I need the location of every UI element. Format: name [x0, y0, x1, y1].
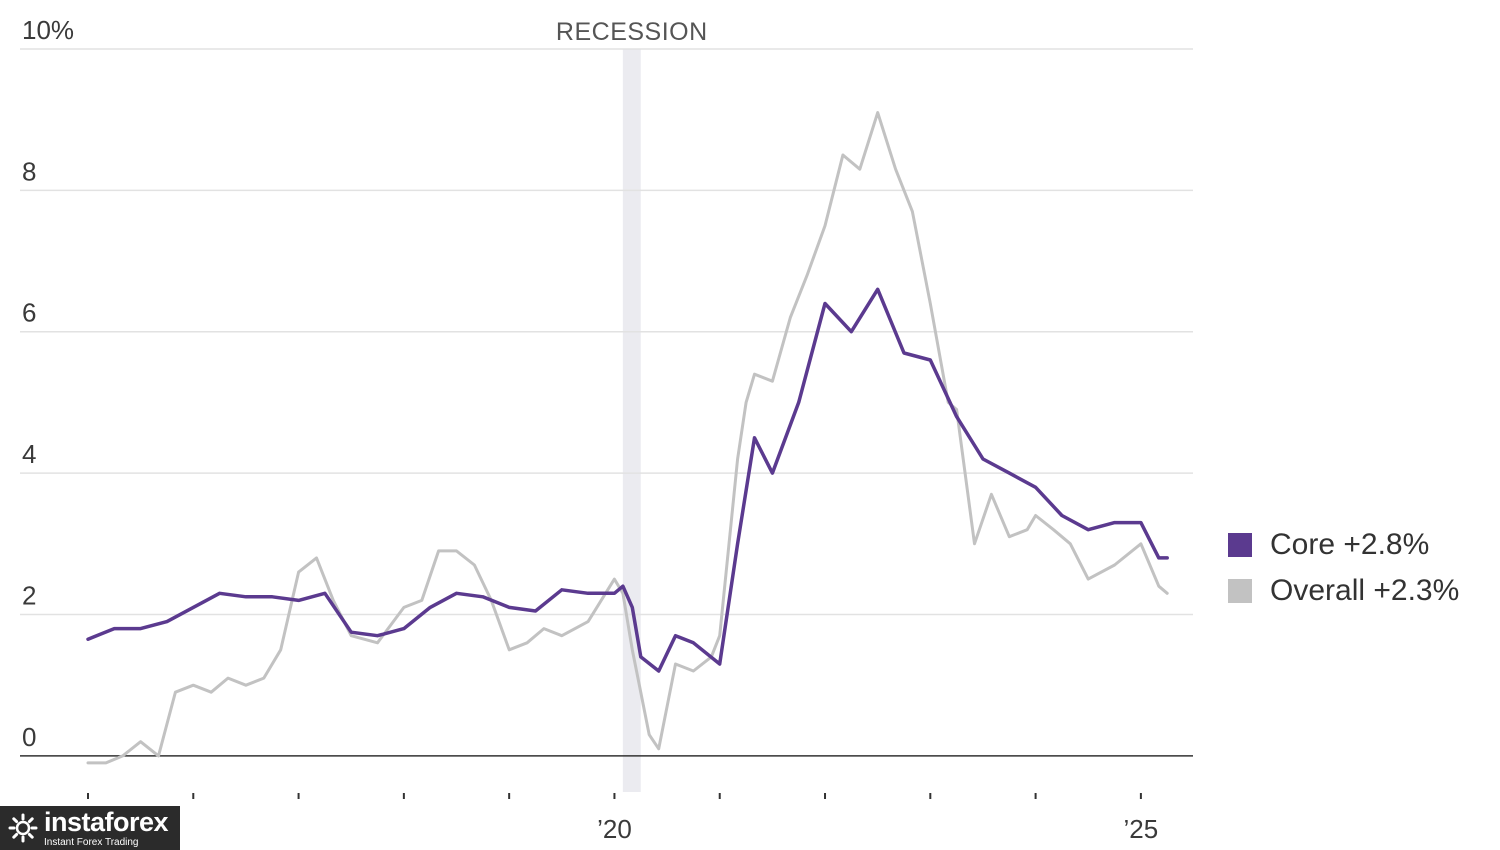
y-tick-label: 0: [22, 722, 36, 752]
watermark-brand: instaforex: [44, 806, 169, 837]
y-tick-label: 2: [22, 580, 36, 610]
y-tick-label: 4: [22, 439, 36, 469]
recession-band-layer: RECESSION: [556, 18, 708, 792]
y-tick-label: 6: [22, 298, 36, 328]
instaforex-logo-icon: [8, 813, 38, 843]
gridlines: [20, 48, 1193, 616]
legend-swatch-core: [1228, 533, 1252, 557]
legend-item-overall: Overall +2.3%: [1228, 568, 1459, 614]
x-tick-labels: ’20 ’25: [597, 814, 1158, 844]
series-line-overall: [86, 111, 1169, 765]
legend-label-core: Core +2.8%: [1270, 528, 1430, 561]
x-tick-label: ’25: [1124, 814, 1159, 844]
y-tick-labels: 0 2 4 6 8 10%: [22, 15, 74, 752]
series-line-core: [86, 287, 1169, 673]
recession-band: [622, 49, 641, 792]
watermark-logo: instaforex Instant Forex Trading: [0, 806, 180, 850]
legend-label-overall: Overall +2.3%: [1270, 574, 1460, 607]
series-lines: [86, 111, 1169, 765]
y-tick-label: 10%: [22, 15, 74, 45]
legend-swatch-overall: [1228, 579, 1252, 603]
y-tick-label: 8: [22, 156, 36, 186]
x-tick-label: ’20: [597, 814, 632, 844]
legend: Core +2.8% Overall +2.3%: [1228, 522, 1459, 614]
legend-item-core: Core +2.8%: [1228, 522, 1459, 568]
x-axis: [20, 755, 1193, 799]
recession-label: RECESSION: [556, 18, 708, 46]
watermark-tagline: Instant Forex Trading: [44, 836, 139, 848]
